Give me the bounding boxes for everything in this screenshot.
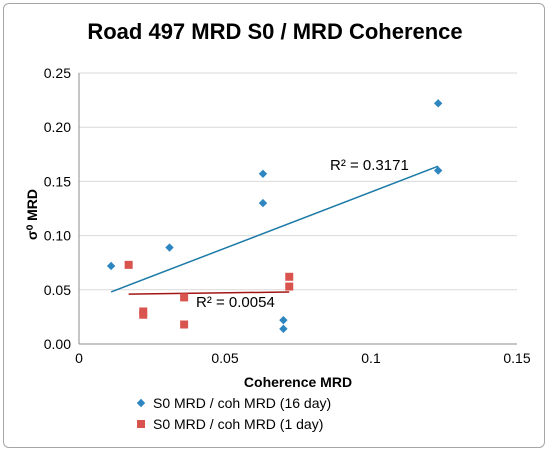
legend-marker-square: [137, 420, 145, 428]
x-tick-label: 0.15: [503, 350, 530, 366]
x-tick-label: 0.05: [211, 350, 238, 366]
r2-label-series-1: R² = 0.3171: [330, 157, 409, 174]
data-point-diamond: [433, 99, 443, 108]
data-points: [106, 99, 443, 334]
data-point-square: [285, 272, 294, 281]
gridlines: [79, 72, 517, 291]
data-point-square: [139, 310, 148, 319]
data-point-square: [285, 282, 294, 291]
trendline-series-1: [110, 165, 439, 293]
y-tick-label: 0.20: [44, 119, 71, 135]
data-point-square: [180, 320, 189, 329]
r2-labels: R² = 0.3171 R² = 0.0054: [196, 157, 409, 311]
y-tick-label: 0.15: [44, 173, 71, 189]
axes: [78, 73, 517, 345]
y-tick-label: 0.00: [44, 336, 71, 352]
tick-labels: 0.00 0.05 0.10 0.15 0.20 0.25 0 0.05 0.1 0.15: [44, 65, 531, 366]
legend-entry-label: S0 MRD / coh MRD (16 day): [153, 395, 331, 411]
data-point-diamond: [279, 324, 288, 334]
x-tick-label: 0: [75, 350, 83, 366]
y-tick-label: 0.25: [44, 65, 71, 81]
trendline-series-2: [128, 291, 290, 295]
data-point-diamond: [106, 261, 116, 271]
data-point-square: [124, 260, 133, 269]
legend: S0 MRD / coh MRD (16 day) S0 MRD / coh MR…: [136, 395, 331, 432]
x-axis-title: Coherence MRD: [244, 374, 352, 390]
y-tick-label: 0.05: [44, 282, 71, 298]
data-point-diamond: [258, 169, 268, 179]
data-point-diamond: [258, 198, 268, 208]
chart-frame: [3, 3, 545, 448]
data-point-diamond: [279, 315, 288, 325]
data-point-diamond: [433, 166, 443, 175]
legend-entry-label: S0 MRD / coh MRD (1 day): [153, 416, 323, 432]
trendlines: [110, 165, 439, 295]
y-tick-label: 0.10: [44, 228, 71, 244]
data-point-square: [180, 293, 189, 302]
y-axis-title: σ⁰ MRD: [24, 189, 40, 240]
x-tick-label: 0.1: [361, 350, 381, 366]
legend-marker-diamond: [136, 398, 146, 408]
chart-title: Road 497 MRD S0 / MRD Coherence: [87, 19, 463, 44]
data-point-diamond: [165, 243, 174, 252]
r2-label-series-2: R² = 0.0054: [196, 294, 275, 311]
